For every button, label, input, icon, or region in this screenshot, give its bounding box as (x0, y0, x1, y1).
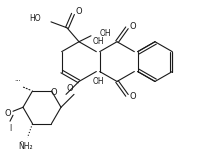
Text: O: O (50, 88, 57, 97)
Text: ···: ··· (14, 78, 21, 84)
Text: OH: OH (92, 37, 104, 46)
Text: O: O (75, 7, 82, 16)
Text: O: O (129, 92, 136, 101)
Text: O: O (66, 84, 73, 93)
Text: O: O (5, 109, 11, 118)
Text: OH: OH (92, 77, 104, 86)
Text: I: I (9, 124, 11, 133)
Text: O: O (129, 22, 136, 31)
Text: HO: HO (29, 14, 41, 23)
Text: OH: OH (100, 29, 111, 38)
Text: ÑH₂: ÑH₂ (18, 142, 33, 151)
